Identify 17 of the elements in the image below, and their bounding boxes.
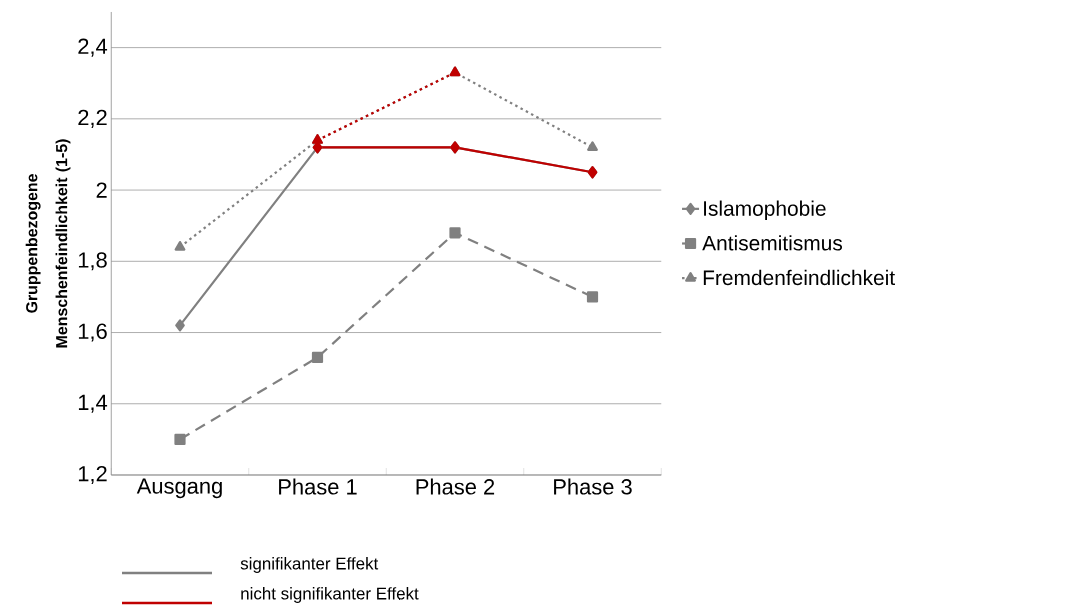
text: signifikanter Effekt: [240, 557, 379, 573]
legend-label: Islamophobie: [704, 200, 826, 221]
y-tick-label: 2,2: [78, 109, 107, 128]
x-tick-label: Ausgang: [136, 478, 222, 499]
y-tick-label: 1,4: [78, 394, 108, 413]
legend-label: Fremdenfeindlichkeit: [703, 269, 895, 286]
x-tick-label: Phase 3: [554, 478, 632, 495]
y-tick-label: 1,6: [78, 323, 107, 342]
text: nicht signifikanter Effekt: [241, 587, 419, 603]
legend-label: Antisemitismus: [702, 235, 843, 251]
x-tick-label: Phase 1: [279, 478, 357, 495]
y-axis-title: Gruppenbezogene Menschenfeindlichkeit (1-5): [25, 139, 71, 348]
y-tick-label: 2: [96, 182, 107, 198]
y-tick-label: 1,2: [78, 465, 107, 485]
y-tick-label: 1,8: [78, 252, 107, 271]
y-tick-label: 2,4: [78, 38, 108, 57]
x-tick-label: Phase 2: [416, 478, 495, 495]
